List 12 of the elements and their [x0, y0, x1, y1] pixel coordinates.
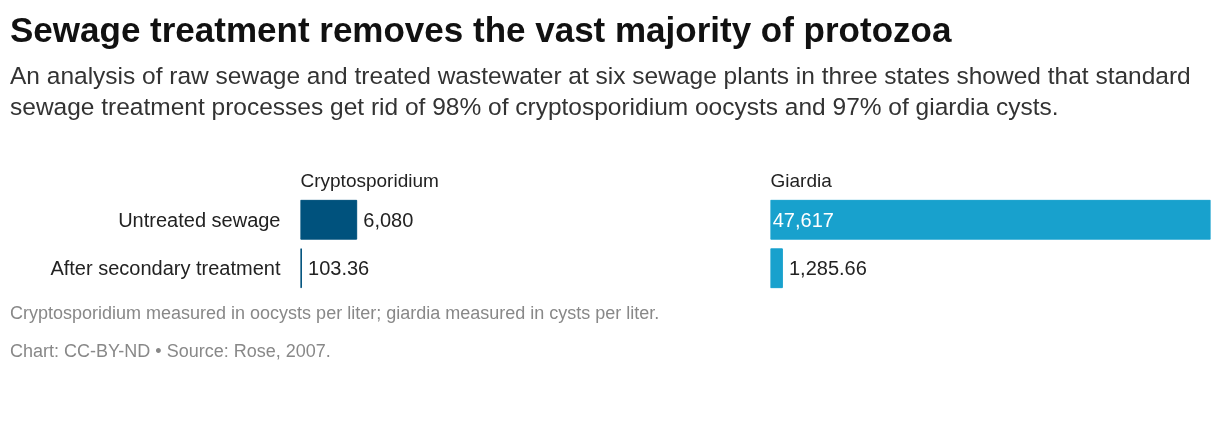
data-label: 103.36 [308, 257, 370, 280]
text: Sewage treatment removes the vast majority of protozoa [10, 9, 952, 51]
data-label: 1,285.66 [788, 257, 867, 280]
y-tick-label: Untreated sewage [118, 208, 281, 231]
series-label: Cryptosporidium [300, 169, 439, 191]
text: An analysis of raw sewage and treated wastewater at six sewage plants in three states showed that standard sewage treatment processes get rid of 98% of cryptosporidium oocysts and 97% of giardia cysts. [10, 61, 1192, 122]
text: Chart: CC-BY-ND • Source: Rose, 2007. [10, 340, 331, 363]
data-label: 6,080 [363, 208, 414, 231]
text: Cryptosporidium measured in oocysts per liter; giardia measured in cysts per liter. [10, 302, 660, 325]
y-tick-label: After secondary treatment [50, 257, 281, 280]
data-label: 47,617 [772, 208, 834, 231]
series-label: Giardia [770, 169, 833, 191]
